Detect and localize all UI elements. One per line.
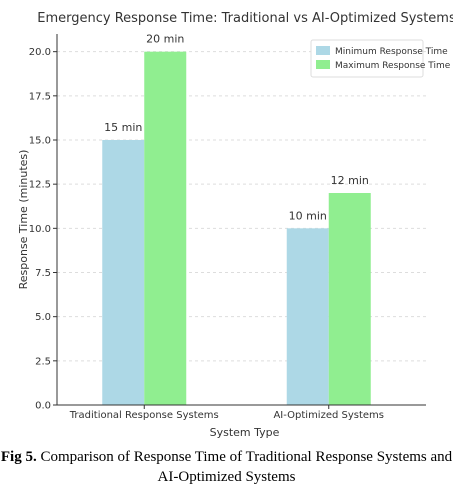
y-tick-label-0: 0.0	[35, 401, 51, 412]
y-axis-title: Response Time (minutes)	[17, 150, 30, 290]
data-label-0-0: 15 min	[104, 121, 142, 134]
y-tick-label-4: 10.0	[29, 224, 51, 235]
figure-caption: Fig 5. Comparison of Response Time of Tr…	[0, 447, 453, 487]
bar-0-0	[102, 140, 145, 405]
legend-label-0: Minimum Response Time	[335, 47, 448, 57]
chart-title: Emergency Response Time: Traditional vs …	[37, 11, 453, 26]
data-label-1-1: 12 min	[331, 174, 369, 187]
y-tick-label-1: 2.5	[35, 356, 51, 367]
bar-0-1	[286, 228, 329, 405]
legend: Minimum Response Time Maximum Response Ti…	[310, 39, 451, 78]
data-label-0-1: 10 min	[289, 209, 327, 222]
x-tick-label-0: Traditional Response Systems	[69, 410, 219, 421]
legend-label-1: Maximum Response Time	[335, 61, 451, 71]
data-label-1-0: 20 min	[146, 33, 184, 46]
figure-caption-text: Comparison of Response Time of Tradition…	[36, 449, 453, 485]
bars	[102, 51, 371, 406]
y-tick-label-5: 12.5	[29, 180, 51, 191]
bar-1-1	[328, 193, 371, 405]
y-tick-label-7: 17.5	[29, 91, 51, 102]
bar-chart: 0.0 2.5 5.0 7.5 10.0 12.5 15.0 17.5 20.0 15 min 10…	[17, 11, 453, 439]
y-tick-label-2: 5.0	[35, 312, 51, 323]
figure-label: Fig 5.	[0, 449, 37, 465]
y-tick-label-3: 7.5	[35, 268, 51, 279]
axes	[53, 34, 426, 409]
labels: 0.0 2.5 5.0 7.5 10.0 12.5 15.0 17.5 20.0 15 min 10…	[17, 11, 453, 439]
bar-1-0	[144, 51, 187, 406]
legend-box	[310, 39, 424, 78]
legend-swatch-1	[316, 60, 330, 69]
x-tick-label-1: AI-Optimized Systems	[273, 410, 384, 421]
legend-swatch-0	[316, 46, 330, 55]
y-tick-label-6: 15.0	[29, 136, 51, 147]
y-tick-label-8: 20.0	[29, 47, 51, 58]
x-axis-title: System Type	[210, 426, 280, 439]
